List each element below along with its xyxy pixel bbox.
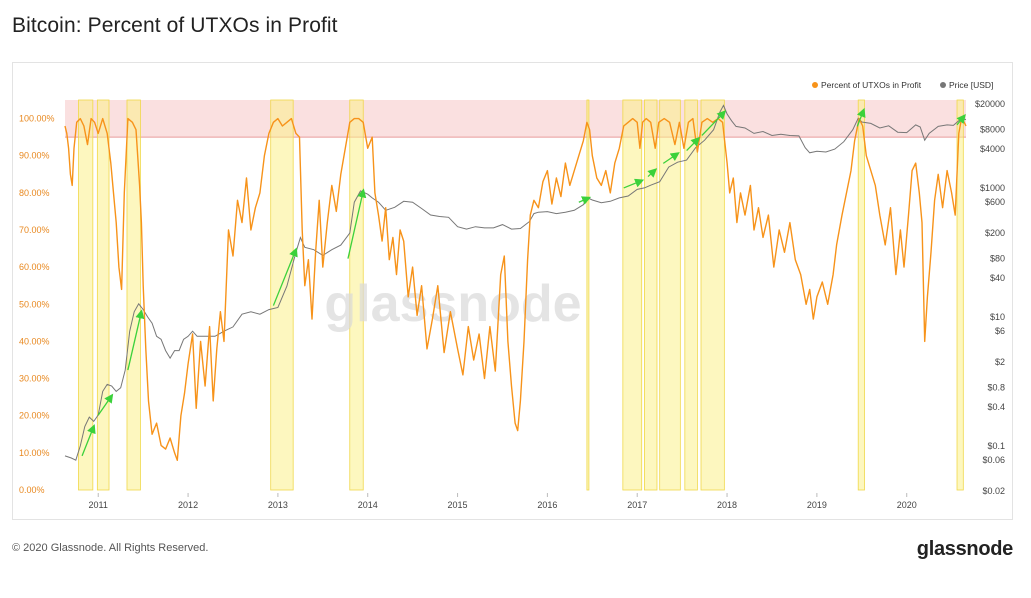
highlight-period [684,99,698,491]
x-tick-label: 2017 [627,500,647,510]
trend-arrow [81,424,96,457]
y-left-tick-label: 20.00% [19,411,50,421]
x-tick-label: 2013 [268,500,288,510]
y-left-tick-label: 0.00% [19,485,45,495]
y-right-tick-label: $40 [990,273,1005,283]
x-tick-label: 2018 [717,500,737,510]
trend-arrow [272,247,298,306]
x-tick-label: 2015 [448,500,468,510]
y-right-tick-label: $2 [995,357,1005,367]
y-left-tick-label: 60.00% [19,262,50,272]
price-series-line [64,104,967,461]
trend-arrow [347,188,367,259]
y-left-tick-label: 100.00% [19,114,55,124]
y-right-tick-label: $0.8 [987,383,1005,393]
highlight-period [700,99,725,491]
highlight-period [956,99,964,491]
y-left-tick-label: 30.00% [19,374,50,384]
y-left-tick-label: 90.00% [19,151,50,161]
y-left-tick-label: 40.00% [19,336,50,346]
x-tick-label: 2014 [358,500,378,510]
legend-label-price: Price [USD] [949,80,993,90]
profit-zone-band [65,100,966,138]
y-right-tick-label: $0.02 [982,486,1005,496]
trend-arrow [127,309,145,371]
trend-arrow [97,393,114,416]
x-tick-label: 2011 [89,500,108,510]
y-right-tick-label: $6 [995,326,1005,336]
trend-arrow [647,168,658,178]
trend-arrow [856,107,866,127]
y-left-tick-label: 50.00% [19,299,50,309]
legend-label-utxo: Percent of UTXOs in Profit [821,80,922,90]
y-left-tick-label: 70.00% [19,225,50,235]
y-left-tick-label: 10.00% [19,448,50,458]
highlight-period [96,99,110,491]
y-right-tick-label: $8000 [980,125,1005,135]
page-title: Bitcoin: Percent of UTXOs in Profit [12,14,338,37]
y-right-tick-label: $1000 [980,183,1005,193]
y-right-tick-label: $4000 [980,144,1005,154]
trend-arrow [623,178,645,189]
y-right-tick-label: $80 [990,254,1005,264]
highlight-period [586,99,590,491]
glassnode-logo[interactable]: glassnode [916,538,1014,560]
highlight-period [857,99,865,491]
copyright-text: © 2020 Glassnode. All Rights Reserved. [12,542,209,554]
utxo-profit-series-line [64,117,967,461]
highlight-period [622,99,643,491]
trend-arrow [662,152,680,164]
trend-arrow [956,114,966,126]
trend-arrow [578,196,592,205]
legend-marker-utxo [812,82,818,88]
y-left-tick-label: 80.00% [19,188,50,198]
highlight-period [126,99,141,491]
trend-arrow [686,136,701,151]
highlight-period [644,99,658,491]
y-right-tick-label: $0.1 [987,441,1005,451]
legend-marker-price [940,82,946,88]
x-tick-label: 2020 [897,500,917,510]
x-tick-label: 2016 [537,500,557,510]
y-right-tick-label: $200 [985,228,1005,238]
chart-svg: glassnode0.00%10.00%20.00%30.00%40.00%50… [19,80,1005,510]
trend-arrow [701,110,727,136]
highlight-period [78,99,94,491]
y-right-tick-label: $10 [990,312,1005,322]
highlight-period [659,99,681,491]
y-right-tick-label: $600 [985,197,1005,207]
y-right-tick-label: $0.06 [982,455,1005,465]
chart-panel: glassnode 0.00% 10.00% 20.00% 30.00% 40.00% 50… [12,62,1013,520]
highlight-period [270,99,294,491]
x-tick-label: 2019 [807,500,827,510]
x-tick-label: 2012 [178,500,198,510]
y-right-tick-label: $0.4 [987,402,1005,412]
y-right-tick-label: $20000 [975,99,1005,109]
